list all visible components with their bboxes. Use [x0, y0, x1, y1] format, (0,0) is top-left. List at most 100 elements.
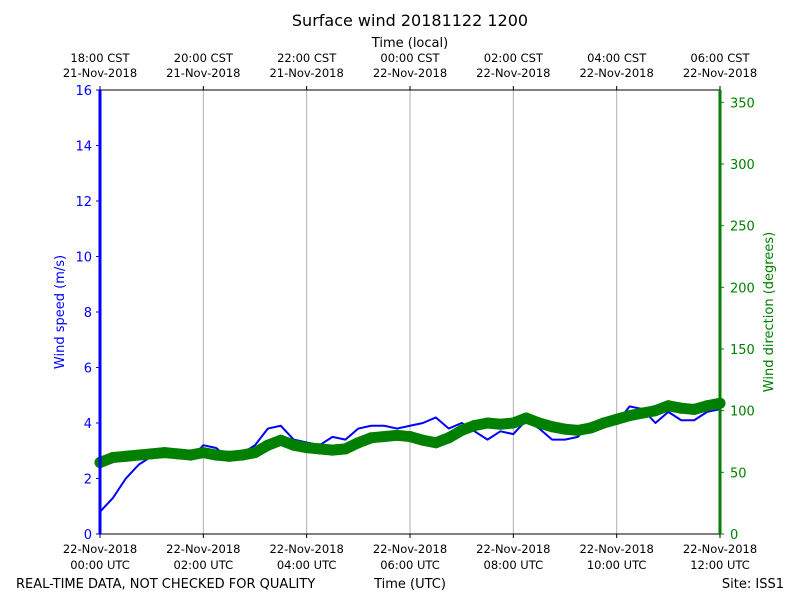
wind-direction-point	[456, 424, 468, 436]
axes: 0 2 4 6 8 10 12 14 16 0 50 100 150 200 250 300 350 22-Nov…	[63, 51, 757, 572]
bottom-tick-time: 00:00 UTC	[70, 558, 130, 572]
wind-direction-point	[314, 443, 326, 455]
wind-direction-point	[482, 417, 493, 429]
wind-direction-point	[701, 400, 713, 412]
wind-direction-point	[378, 431, 390, 443]
right-tick-label: 50	[730, 466, 747, 481]
quality-footer: REAL-TIME DATA, NOT CHECKED FOR QUALITY	[16, 577, 315, 592]
bottom-axis-label: Time (UTC)	[373, 577, 446, 592]
bottom-tick-time: 08:00 UTC	[484, 558, 544, 572]
wind-direction-point	[197, 447, 209, 459]
left-tick-label: 2	[84, 473, 92, 488]
bottom-tick-time: 04:00 UTC	[277, 558, 337, 572]
top-tick-time: 04:00 CST	[587, 51, 647, 65]
wind-direction-point	[120, 450, 132, 462]
right-tick-label: 300	[730, 158, 755, 173]
wind-direction-point	[675, 402, 687, 414]
chart-title: Surface wind 20181122 1200	[292, 11, 528, 30]
wind-direction-point	[507, 417, 519, 429]
bottom-tick-date: 22-Nov-2018	[373, 542, 447, 556]
top-tick-date: 22-Nov-2018	[579, 66, 653, 80]
wind-direction-point	[146, 448, 158, 460]
left-tick-label: 0	[84, 528, 92, 543]
wind-direction-point	[585, 422, 597, 434]
right-tick-label: 150	[730, 343, 755, 358]
wind-direction-point	[288, 439, 300, 451]
bottom-tick-date: 22-Nov-2018	[579, 542, 653, 556]
wind-direction-point	[210, 449, 222, 461]
top-tick-date: 21-Nov-2018	[63, 66, 137, 80]
bottom-tick-time: 06:00 UTC	[380, 558, 440, 572]
top-axis-label: Time (local)	[371, 36, 448, 51]
left-tick-label: 16	[75, 84, 92, 99]
wind-direction-point	[611, 413, 623, 425]
bottom-tick-date: 22-Nov-2018	[63, 542, 137, 556]
bottom-tick-time: 12:00 UTC	[690, 558, 750, 572]
plot-area	[94, 397, 726, 513]
wind-direction-point	[598, 417, 610, 429]
wind-direction-point	[546, 421, 558, 433]
wind-direction-point	[649, 405, 661, 417]
top-tick-date: 21-Nov-2018	[166, 66, 240, 80]
left-tick-label: 10	[75, 251, 92, 266]
top-tick-time: 00:00 CST	[380, 51, 440, 65]
wind-direction-point	[559, 423, 571, 435]
top-tick-time: 20:00 CST	[174, 51, 234, 65]
right-tick-label: 100	[730, 405, 755, 420]
wind-direction-point	[520, 412, 532, 424]
wind-direction-point	[223, 450, 235, 462]
wind-direction-point	[262, 439, 274, 451]
right-tick-label: 250	[730, 220, 755, 235]
wind-direction-point	[494, 418, 506, 430]
top-tick-time: 06:00 CST	[690, 51, 750, 65]
wind-direction-point	[249, 447, 261, 459]
right-tick-label: 0	[730, 528, 738, 543]
wind-direction-point	[533, 417, 545, 429]
left-tick-label: 14	[75, 140, 92, 155]
wind-direction-point	[275, 434, 287, 446]
bottom-tick-date: 22-Nov-2018	[476, 542, 550, 556]
wind-direction-point	[430, 437, 442, 449]
right-tick-label: 350	[730, 96, 755, 111]
bottom-tick-date: 22-Nov-2018	[683, 542, 757, 556]
bottom-tick-time: 10:00 UTC	[587, 558, 647, 572]
wind-direction-point	[159, 447, 171, 459]
gridlines	[202, 90, 618, 534]
right-axis-label: Wind direction (degrees)	[762, 232, 777, 392]
wind-direction-point	[662, 400, 674, 412]
top-tick-date: 21-Nov-2018	[269, 66, 343, 80]
wind-direction-point	[133, 449, 145, 461]
left-tick-label: 8	[84, 306, 92, 321]
left-tick-label: 6	[84, 362, 92, 377]
wind-direction-point	[236, 449, 248, 461]
wind-direction-point	[624, 410, 636, 422]
top-tick-date: 22-Nov-2018	[373, 66, 447, 80]
wind-direction-point	[688, 403, 700, 415]
left-tick-label: 12	[75, 195, 92, 210]
bottom-tick-date: 22-Nov-2018	[166, 542, 240, 556]
left-tick-label: 4	[84, 417, 92, 432]
wind-direction-point	[339, 443, 351, 455]
wind-direction-point	[184, 449, 196, 461]
top-tick-date: 22-Nov-2018	[683, 66, 757, 80]
bottom-tick-time: 02:00 UTC	[174, 558, 234, 572]
top-tick-date: 22-Nov-2018	[476, 66, 550, 80]
wind-direction-point	[301, 442, 313, 454]
wind-direction-point	[107, 452, 119, 464]
right-tick-label: 200	[730, 281, 755, 296]
left-axis-label: Wind speed (m/s)	[53, 255, 68, 369]
site-footer: Site: ISS1	[722, 577, 784, 592]
wind-direction-point	[327, 444, 338, 456]
wind-direction-point	[469, 419, 481, 431]
wind-direction-point	[637, 407, 648, 419]
wind-direction-point	[365, 432, 377, 444]
wind-direction-point	[417, 434, 429, 446]
top-tick-time: 22:00 CST	[277, 51, 337, 65]
bottom-tick-date: 22-Nov-2018	[269, 542, 343, 556]
top-tick-time: 18:00 CST	[70, 51, 130, 65]
wind-direction-point	[391, 429, 403, 441]
wind-direction-point	[443, 432, 455, 444]
wind-direction-point	[352, 437, 364, 449]
